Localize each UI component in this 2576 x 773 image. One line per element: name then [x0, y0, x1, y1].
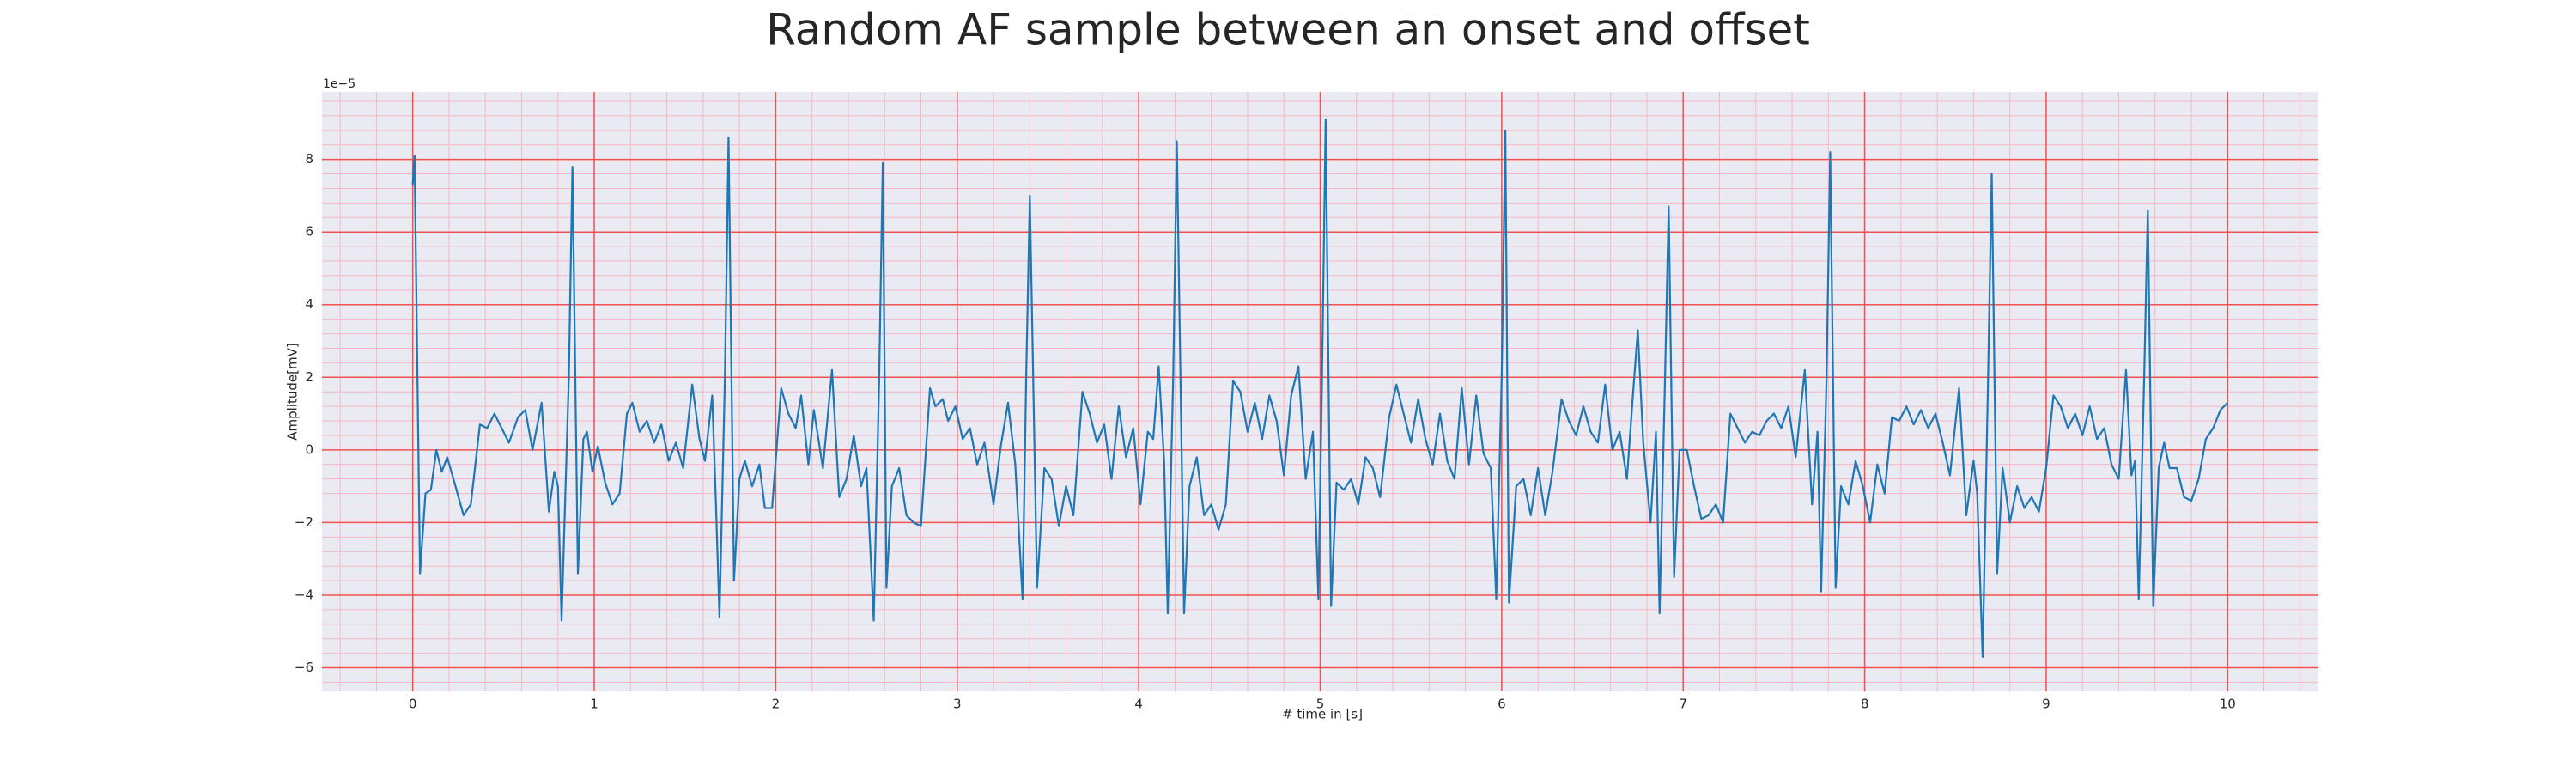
x-tick-label: 7 [1679, 697, 1687, 712]
x-tick-label: 0 [409, 697, 417, 712]
x-tick-label: 5 [1316, 697, 1325, 712]
y-tick-label: 8 [305, 151, 313, 167]
x-tick-label: 9 [2042, 697, 2050, 712]
y-tick-label: −6 [295, 660, 313, 675]
x-tick-label: 1 [590, 697, 598, 712]
y-tick-label: 2 [305, 369, 313, 385]
x-tick-label: 10 [2220, 697, 2236, 712]
x-tick-label: 2 [772, 697, 781, 712]
y-offset-label: 1e−5 [323, 77, 355, 91]
x-tick-label: 3 [953, 697, 962, 712]
x-tick-label: 4 [1134, 697, 1143, 712]
y-tick-label: −4 [295, 587, 313, 602]
y-tick-label: 4 [305, 296, 313, 312]
chart-title: Random AF sample between an onset and of… [766, 5, 1810, 55]
x-axis-label: # time in [s] [1282, 707, 1363, 722]
x-tick-label: 8 [1861, 697, 1869, 712]
x-tick-label: 6 [1498, 697, 1506, 712]
line-series [411, 119, 2229, 658]
y-tick-label: 0 [305, 441, 313, 457]
y-axis-label: Amplitude[mV] [285, 343, 301, 440]
y-tick-label: −2 [295, 514, 313, 530]
y-tick-label: 6 [305, 224, 313, 240]
